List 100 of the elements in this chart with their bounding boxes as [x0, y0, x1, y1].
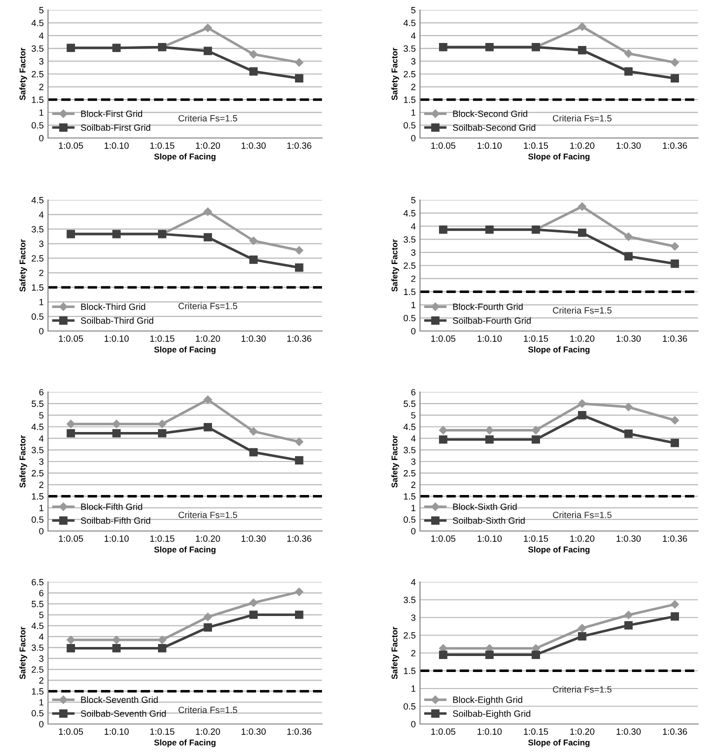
x-tick-label: 1:0.36	[287, 535, 312, 542]
y-tick-label: 3	[411, 58, 416, 65]
point	[624, 232, 633, 241]
y-tick-label: 2.5	[404, 470, 416, 476]
point	[295, 246, 304, 254]
x-tick-label: 1:0.30	[616, 535, 641, 542]
y-tick-label: 4	[39, 634, 44, 640]
y-axis-title: Safety Factor	[19, 48, 28, 100]
point	[112, 420, 121, 428]
x-tick-label: 1:0.30	[242, 142, 266, 149]
y-tick-label: 3.5	[32, 446, 44, 454]
point	[158, 420, 166, 428]
point	[249, 598, 258, 607]
point	[295, 438, 304, 446]
x-tick-label: 1:0.30	[616, 728, 641, 735]
point	[249, 50, 258, 58]
point	[578, 46, 586, 54]
y-tick-label: 0.5	[32, 122, 44, 129]
y-tick-label: 1	[40, 504, 44, 512]
y-tick-label: 1.5	[32, 688, 44, 695]
point	[112, 429, 121, 438]
y-tick-label: 2	[411, 84, 416, 90]
y-tick-label: 4	[411, 435, 416, 442]
legend-label: Soilbab-Fourth Grid	[452, 317, 531, 324]
y-tick-label: 5.5	[32, 600, 44, 608]
ref-line-label: Criteria Fs=1.5	[178, 302, 238, 310]
y-tick-label: 3.5	[32, 226, 44, 232]
point	[578, 411, 586, 420]
x-tick-label: 1:0.30	[242, 535, 266, 542]
point	[66, 636, 75, 644]
y-tick-label: 1.5	[32, 493, 44, 500]
x-tick-label: 1:0.36	[287, 335, 312, 342]
point	[66, 644, 75, 652]
y-tick-label: 0	[411, 528, 416, 534]
y-tick-label: 0.5	[404, 703, 416, 710]
y-tick-label: 5.5	[404, 400, 416, 407]
y-tick-label: 2.5	[32, 255, 44, 262]
point	[670, 260, 679, 268]
y-tick-label: 3.5	[404, 236, 416, 243]
y-tick-label: 4	[411, 223, 416, 230]
x-tick-label: 1:0.20	[570, 728, 594, 735]
x-tick-label: 1:0.15	[524, 335, 548, 342]
y-tick-label: 0.5	[404, 122, 416, 129]
x-tick-label: 1:0.20	[196, 142, 220, 149]
y-tick-label: 3.5	[404, 446, 416, 454]
legend-label: Block-First Grid	[81, 110, 142, 117]
y-tick-label: 1.5	[32, 96, 44, 103]
legend-label: Block-Seventh Grid	[81, 696, 158, 703]
x-tick-label: 1:0.05	[58, 335, 84, 342]
y-tick-label: 4	[411, 579, 416, 586]
x-tick-label: 1:0.20	[570, 535, 594, 542]
x-axis-title: Slope of Facing	[154, 739, 216, 748]
ref-line-label: Criteria Fs=1.5	[552, 686, 612, 693]
y-tick-label: 2.5	[404, 70, 416, 78]
y-tick-label: 2	[411, 276, 416, 282]
y-tick-label: 2	[39, 84, 44, 90]
point	[249, 256, 258, 264]
y-tick-label: 2.5	[404, 632, 416, 639]
point	[624, 67, 633, 76]
y-tick-label: 5.5	[32, 400, 44, 407]
y-tick-label: 1	[412, 109, 416, 116]
y-tick-label: 4.5	[403, 20, 416, 26]
legend-label: Block-Second Grid	[453, 110, 528, 117]
x-tick-label: 1:0.36	[662, 142, 687, 149]
y-tick-label: 5	[411, 197, 416, 204]
point	[66, 420, 75, 428]
point	[578, 624, 586, 632]
point	[670, 600, 679, 608]
point	[532, 435, 540, 444]
x-tick-label: 1:0.15	[150, 535, 174, 542]
x-tick-label: 1:0.20	[196, 728, 220, 735]
x-tick-label: 1:0.05	[431, 142, 456, 149]
x-tick-label: 1:0.30	[242, 335, 266, 342]
point	[532, 650, 540, 659]
point	[485, 650, 494, 659]
point	[670, 612, 679, 621]
point	[485, 426, 494, 434]
x-tick-label: 1:0.20	[570, 142, 594, 149]
point	[670, 74, 679, 83]
y-tick-label: 0.5	[32, 313, 44, 320]
x-axis-title: Slope of Facing	[154, 346, 216, 354]
point	[295, 263, 304, 272]
y-tick-label: 4	[39, 435, 44, 442]
legend-label: Soilbab-Sixth Grid	[452, 517, 525, 524]
y-tick-label: 6.5	[32, 578, 44, 586]
point	[578, 228, 586, 237]
point	[249, 610, 258, 619]
legend-label: Soilbab-Second Grid	[452, 124, 536, 131]
y-tick-label: 4	[39, 32, 44, 39]
point	[204, 612, 212, 622]
y-tick-label: 3	[39, 58, 44, 65]
y-tick-label: 3	[411, 458, 416, 465]
y-tick-label: 1	[412, 504, 416, 512]
point	[670, 58, 679, 67]
y-tick-label: 4.5	[31, 424, 44, 430]
y-tick-label: 4	[39, 212, 44, 218]
y-tick-label: 6	[39, 590, 44, 596]
point	[204, 24, 212, 32]
y-tick-label: 6	[411, 388, 416, 396]
ref-line-label: Criteria Fs=1.5	[178, 706, 238, 714]
